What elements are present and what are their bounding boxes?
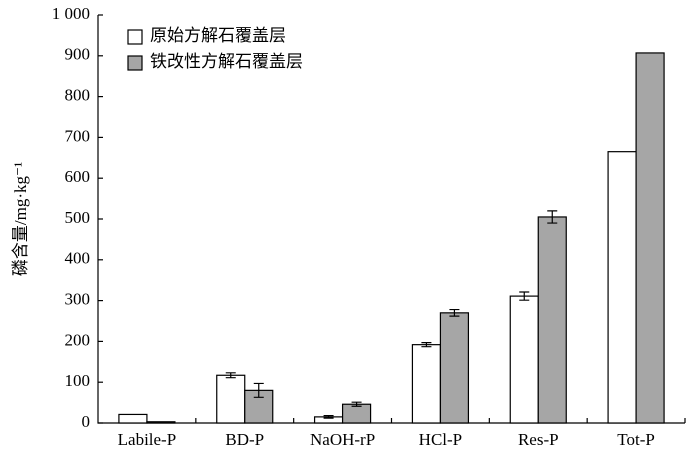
y-tick-label: 600	[65, 167, 91, 186]
x-tick-label: BD-P	[225, 430, 264, 449]
x-tick-label: Res-P	[518, 430, 559, 449]
y-tick-label: 900	[65, 45, 91, 64]
error-bar	[449, 308, 460, 317]
x-tick-label: HCl-P	[419, 430, 462, 449]
bar	[341, 403, 372, 424]
bar	[537, 216, 567, 424]
bar	[635, 52, 665, 424]
x-tick-label: Labile-P	[118, 430, 177, 449]
y-axis-label: 磷含量/mg·kg⁻¹	[11, 162, 30, 276]
y-tick-label: 0	[82, 412, 91, 431]
y-tick-label: 300	[65, 290, 91, 309]
legend-label: 铁改性方解石覆盖层	[150, 52, 303, 71]
bar	[411, 344, 442, 424]
bar	[607, 151, 637, 424]
error-bar	[253, 382, 264, 398]
legend-label: 原始方解石覆盖层	[150, 26, 286, 45]
x-tick-label: Tot-P	[617, 430, 655, 449]
error-bar	[421, 342, 432, 348]
y-tick-label: 400	[65, 249, 91, 268]
bar	[244, 389, 274, 424]
y-tick-label: 100	[65, 371, 91, 390]
legend-swatch	[127, 55, 143, 71]
bar	[146, 421, 176, 424]
error-bar	[519, 291, 530, 301]
y-tick-label: 200	[65, 330, 91, 349]
error-bar	[547, 210, 558, 224]
y-tick-label: 500	[65, 208, 91, 227]
error-bar	[351, 401, 362, 407]
axis-line	[97, 15, 685, 424]
legend-swatch	[127, 29, 143, 45]
y-tick-label: 800	[65, 86, 91, 105]
bar	[509, 295, 539, 424]
bar	[439, 312, 470, 424]
y-tick-label: 1 000	[52, 4, 90, 23]
y-tick-label: 700	[65, 126, 91, 145]
error-bar	[323, 415, 334, 419]
x-tick-label: NaOH-rP	[310, 430, 375, 449]
error-bar	[225, 372, 236, 379]
bar	[118, 413, 148, 424]
bar	[216, 374, 246, 424]
